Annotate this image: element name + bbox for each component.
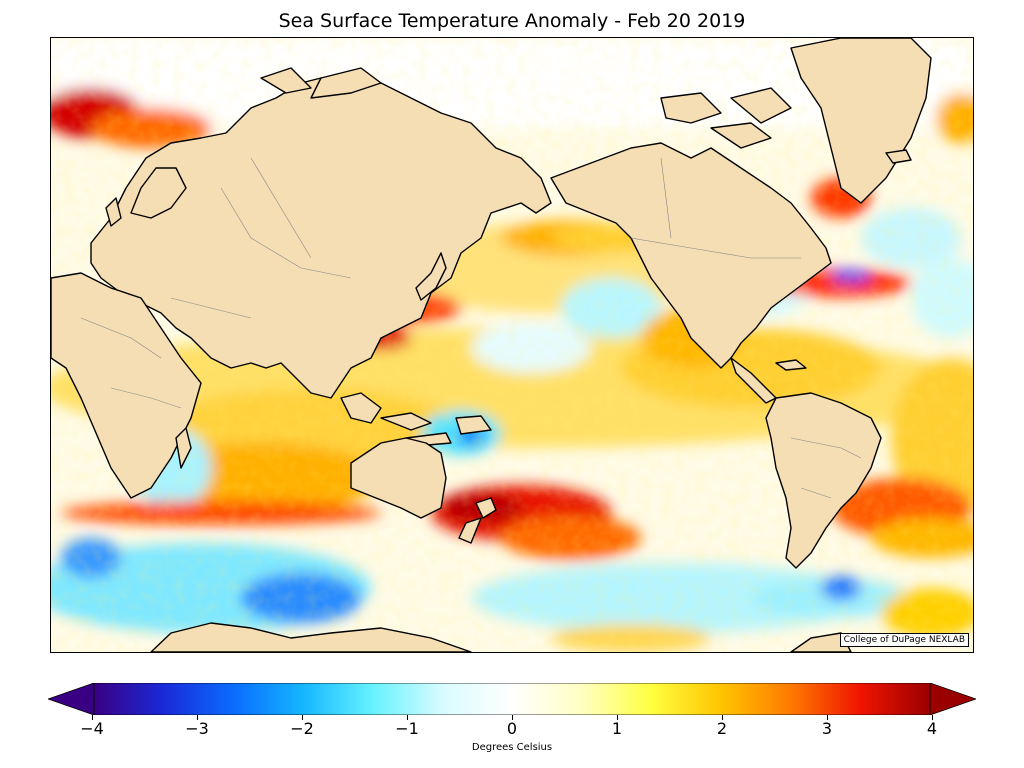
map-canvas	[51, 38, 973, 652]
colorbar-tick-label: −2	[290, 719, 314, 738]
colorbar-ticks: −4 −3 −2 −1 0 1 2 3 4	[0, 715, 1024, 755]
colorbar-tick-label: −4	[80, 719, 104, 738]
colorbar-tick-mark	[197, 715, 198, 720]
colorbar-label: Degrees Celsius	[471, 742, 553, 753]
colorbar-gradient	[46, 682, 978, 716]
africa-landmass	[51, 272, 202, 499]
colorbar-tick-label: 2	[716, 719, 728, 738]
north-america-landmass	[550, 142, 832, 369]
australia-landmass	[350, 437, 447, 519]
colorbar-tick-mark	[92, 715, 93, 720]
colorbar-tick-mark	[407, 715, 408, 720]
colorbar-tick-label: −1	[395, 719, 419, 738]
colorbar-tick-label: 3	[821, 719, 833, 738]
land-layer	[51, 38, 932, 652]
border-lines	[80, 157, 862, 499]
colorbar-tick-mark	[827, 715, 828, 720]
colorbar-tick-mark	[932, 715, 933, 720]
colorbar	[46, 682, 978, 716]
colorbar-tick-mark	[512, 715, 513, 720]
credit-box: College of DuPage NEXLAB	[839, 633, 969, 647]
colorbar-tick-label: 1	[611, 719, 623, 738]
colorbar-tick-label: 0	[506, 719, 518, 738]
colorbar-tick-mark	[617, 715, 618, 720]
antarctica-landmass	[150, 622, 472, 652]
colorbar-tick-mark	[722, 715, 723, 720]
colorbar-tick-mark	[302, 715, 303, 720]
colorbar-tick-label: −3	[185, 719, 209, 738]
eurasia-landmass	[90, 75, 552, 399]
sst-anomaly-map: College of DuPage NEXLAB	[50, 37, 974, 653]
map-title: Sea Surface Temperature Anomaly - Feb 20…	[278, 10, 746, 32]
colorbar-tick-label: 4	[926, 719, 938, 738]
south-america-landmass	[765, 392, 882, 569]
